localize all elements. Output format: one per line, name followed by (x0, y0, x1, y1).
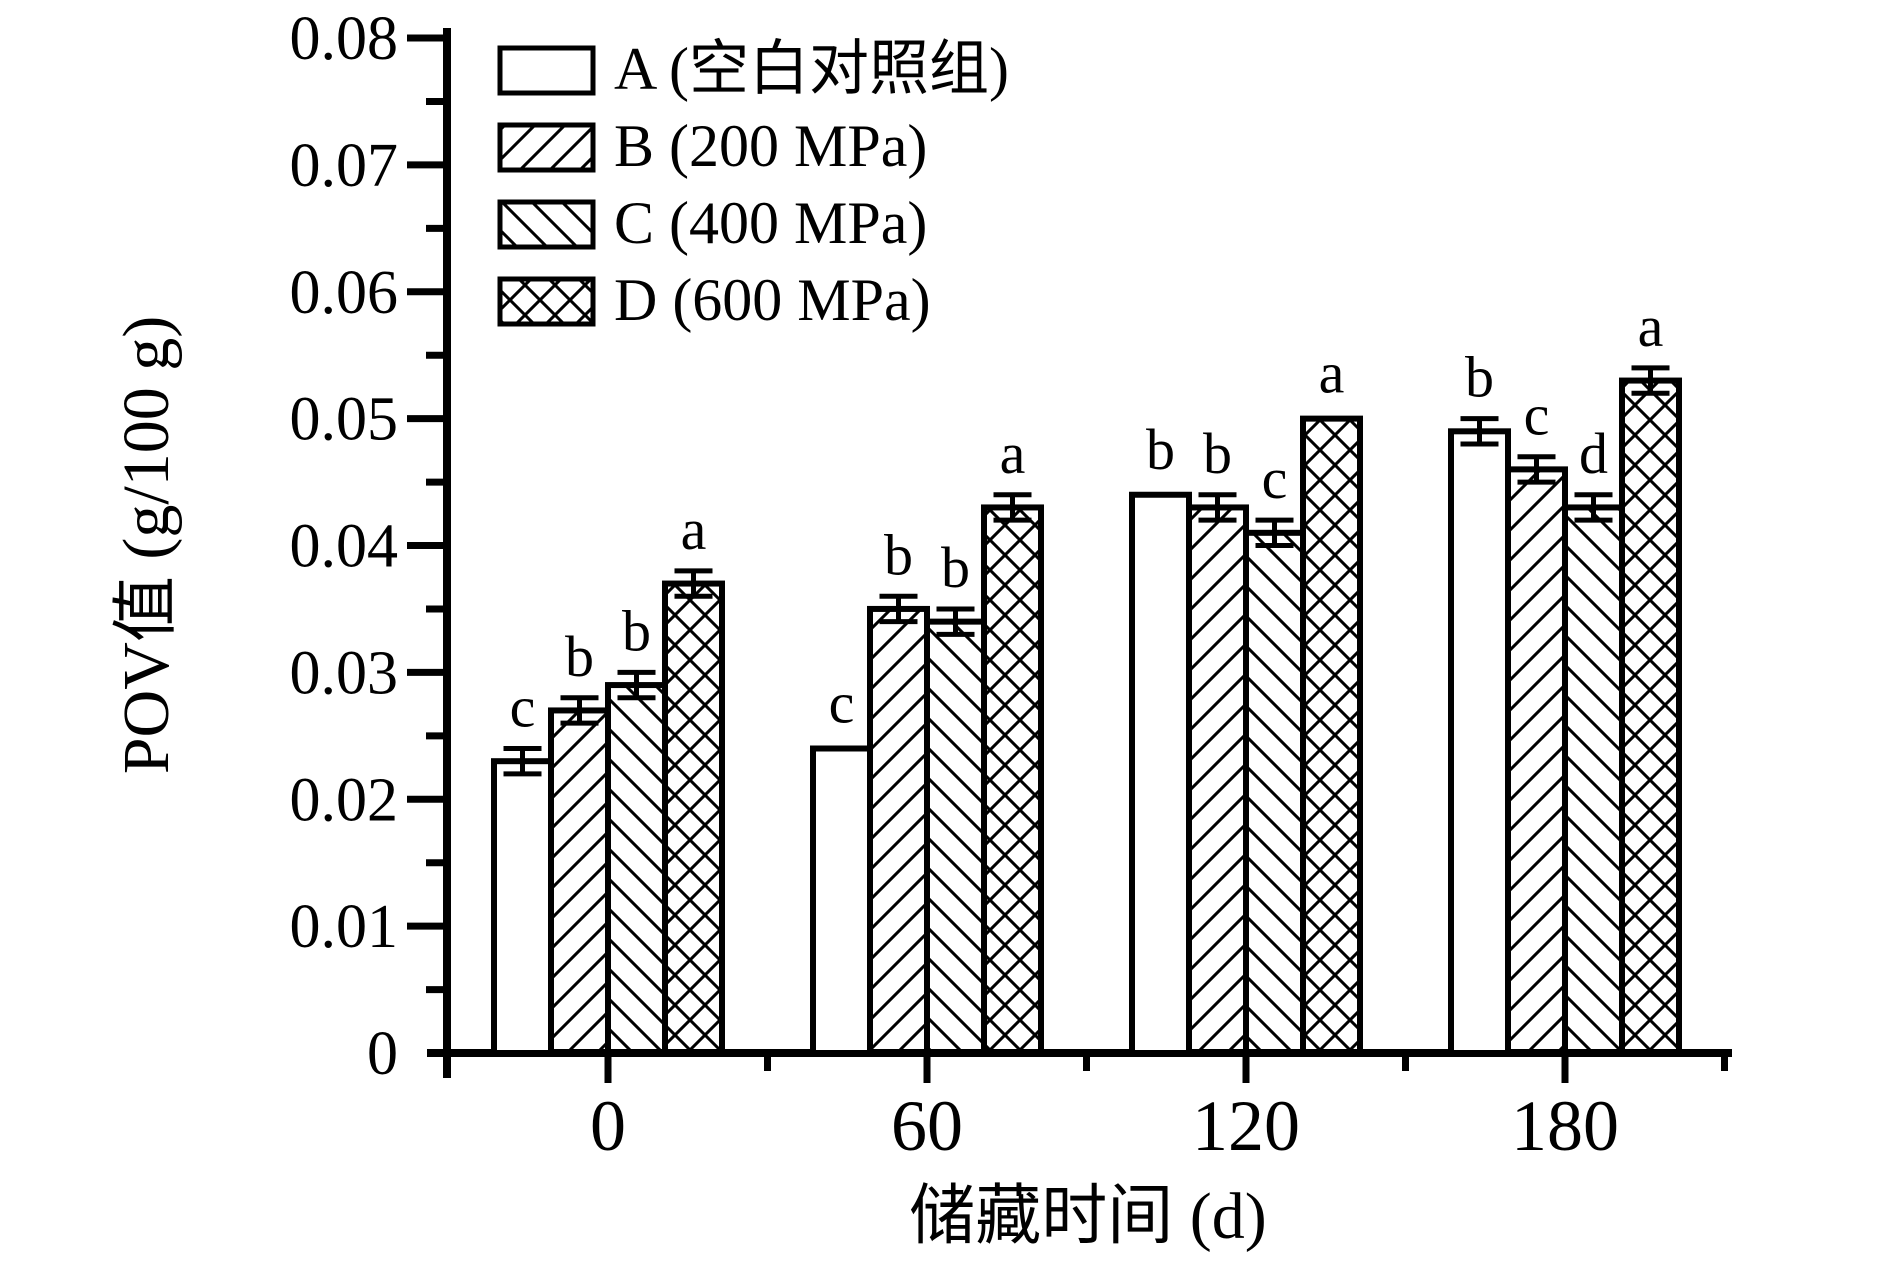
sig-letter-B-180: c (1524, 383, 1550, 448)
sig-letter-B-0: b (565, 624, 594, 689)
sig-letter-A-60: c (829, 671, 855, 736)
y-tick-label: 0.02 (290, 766, 399, 834)
y-tick-label: 0.01 (290, 893, 399, 961)
sig-letter-D-180: a (1638, 294, 1664, 359)
bar-D-180 (1619, 377, 1682, 1056)
y-tick-label: 0.07 (290, 132, 399, 200)
error-bar-C-60 (936, 606, 975, 637)
y-tick-label: 0 (367, 1020, 398, 1088)
error-bar-B-180 (1517, 454, 1556, 485)
y-axis-title: POV值 (g/100 g) (110, 316, 183, 774)
x-tick-label: 180 (1511, 1086, 1619, 1166)
bar-B-120 (1186, 504, 1249, 1056)
error-bar-B-60 (879, 593, 918, 625)
sig-letter-A-120: b (1146, 417, 1175, 482)
sig-letter-A-180: b (1465, 345, 1494, 410)
legend-swatch-C (497, 199, 596, 250)
bar-D-120 (1300, 415, 1363, 1056)
bar-A-180 (1448, 428, 1511, 1056)
sig-letter-D-0: a (681, 497, 707, 562)
sig-letter-A-0: c (510, 675, 536, 740)
bar-A-60 (810, 745, 873, 1056)
x-tick-label: 60 (891, 1086, 963, 1166)
bar-C-60 (924, 618, 987, 1056)
y-tick-label: 0.04 (290, 513, 399, 581)
sig-letter-C-180: d (1579, 421, 1608, 486)
error-bar-C-0 (617, 669, 656, 701)
x-axis-title: 储藏时间 (d) (909, 1180, 1266, 1253)
y-tick-label: 0.05 (290, 386, 399, 454)
error-bar-A-180 (1460, 416, 1499, 447)
bar-C-180 (1562, 504, 1625, 1056)
legend-swatch-A (497, 45, 596, 96)
error-bar-A-0 (503, 746, 542, 777)
error-bar-B-0 (560, 695, 599, 726)
bar-B-180 (1505, 466, 1568, 1056)
bar-D-60 (981, 504, 1044, 1056)
bar-C-0 (605, 682, 668, 1056)
sig-letter-B-60: b (884, 522, 913, 587)
sig-letter-C-120: c (1262, 446, 1288, 511)
sig-letter-D-60: a (1000, 421, 1026, 486)
plot-layer: 0 0.01 0.02 0.03 0.04 0.05 0.06 0.07 0.08 0 60 120 1… (110, 5, 1732, 1253)
y-tick-label: 0.06 (290, 259, 399, 327)
sig-letter-B-120: b (1203, 421, 1232, 486)
x-tick-label: 0 (590, 1086, 626, 1166)
error-bar-D-180 (1631, 365, 1670, 396)
error-bar-C-180 (1574, 492, 1613, 523)
legend-swatch-B (497, 122, 596, 173)
legend-swatch-D (497, 276, 596, 327)
bar-B-0 (548, 707, 611, 1056)
bar-C-120 (1243, 529, 1306, 1056)
y-tick-label: 0.08 (290, 5, 399, 73)
error-bar-D-0 (674, 568, 713, 599)
legend-label-A: A (空白对照组) (614, 36, 1009, 102)
legend-label-B: B (200 MPa) (614, 113, 927, 179)
error-bar-D-60 (993, 492, 1032, 523)
legend-label-D: D (600 MPa) (614, 267, 931, 333)
bar-A-120 (1129, 491, 1192, 1056)
x-tick-label: 120 (1192, 1086, 1300, 1166)
bar-A-0 (491, 758, 554, 1056)
error-bar-B-120 (1198, 492, 1237, 523)
bar-D-0 (662, 580, 725, 1056)
sig-letter-C-60: b (941, 535, 970, 600)
error-bar-C-120 (1255, 517, 1294, 548)
legend-label-C: C (400 MPa) (614, 190, 927, 256)
sig-letter-D-120: a (1319, 341, 1345, 406)
bar-B-60 (867, 605, 930, 1056)
sig-letter-C-0: b (622, 598, 651, 663)
y-tick-label: 0.03 (290, 639, 399, 707)
